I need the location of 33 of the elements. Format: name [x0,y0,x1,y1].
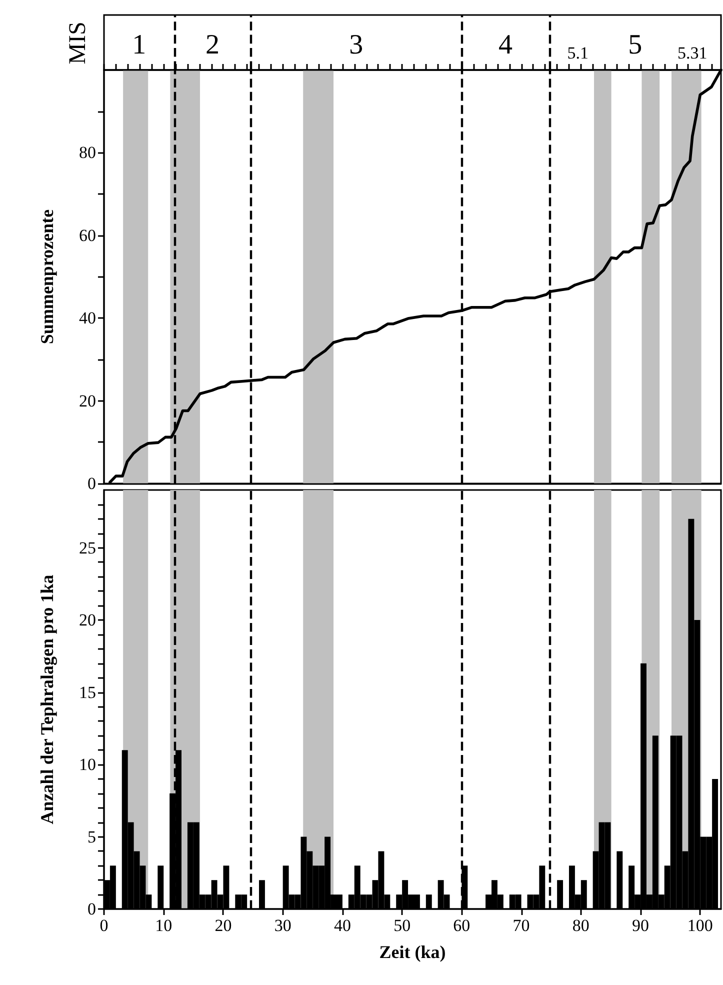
y-tick-label: 20 [79,610,96,630]
y-tick-label: 20 [79,391,96,410]
x-tick-label: 50 [394,916,411,935]
text: 3 [349,30,364,60]
y-tick-label: 80 [79,143,96,162]
x-tick-label: 90 [632,916,650,935]
text: 4 [498,30,512,60]
x-tick-label: 0 [100,916,108,935]
y-tick-label: 0 [88,474,96,493]
y-tick-label: 15 [79,682,96,702]
y-axis-title: Anzahl der Tephralagen pro 1ka [37,574,57,824]
x-tick-label: 70 [512,916,530,935]
x-axis-title: Zeit (ka) [379,942,446,962]
text: MIS [65,22,91,64]
text: 5.31 [678,44,708,62]
x-tick-label: 100 [687,916,713,935]
x-tick-label: 80 [572,916,590,935]
y-tick-label: 5 [88,827,96,846]
x-tick-label: 20 [214,916,232,935]
y-tick-label: 25 [79,538,96,558]
y-axis-title: Summenprozente [37,209,57,344]
y-tick-label: 60 [79,226,96,245]
y-tick-label: 0 [88,900,96,918]
text: 2 [205,30,220,60]
x-tick-label: 40 [334,916,351,935]
text: 5 [628,30,642,60]
y-tick-label: 40 [79,308,96,328]
x-tick-label: 60 [453,916,470,935]
text: 1 [132,30,146,60]
text: 5.1 [567,44,589,62]
x-tick-label: 10 [155,916,172,935]
y-tick-label: 10 [79,755,96,774]
x-tick-label: 30 [274,916,292,935]
